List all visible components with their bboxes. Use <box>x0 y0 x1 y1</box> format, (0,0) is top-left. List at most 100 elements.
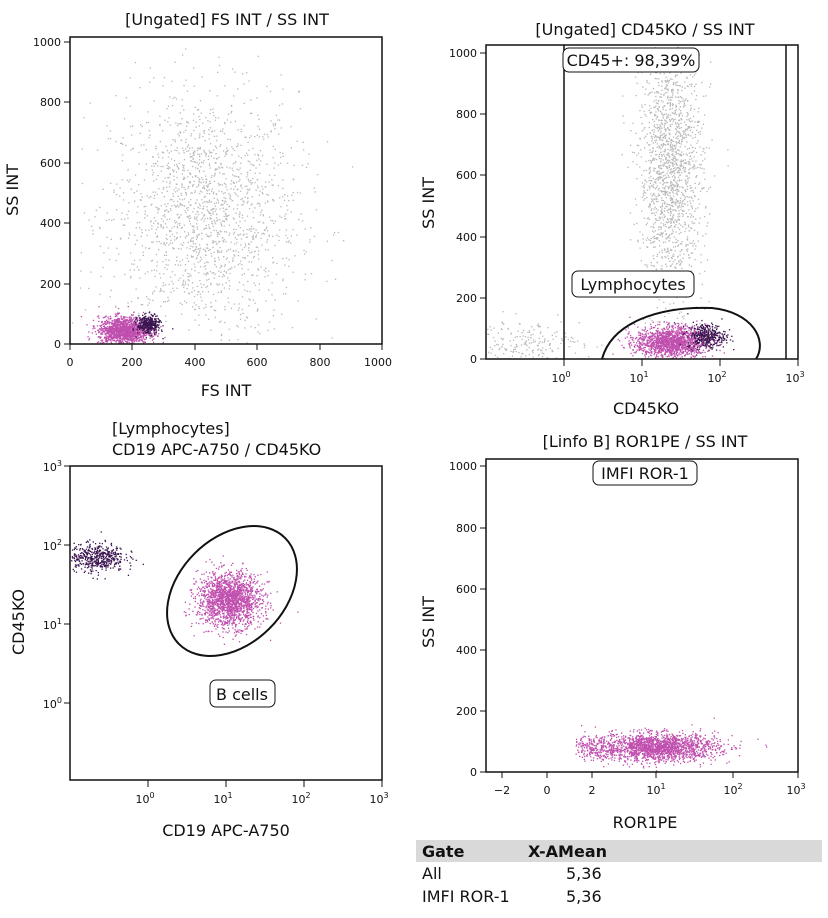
event-point <box>670 99 672 101</box>
event-point <box>268 174 271 176</box>
event-point <box>138 334 140 337</box>
event-point <box>224 122 226 125</box>
event-point <box>648 218 650 220</box>
event-point <box>160 305 162 307</box>
event-point <box>643 195 645 197</box>
event-point <box>229 272 231 275</box>
event-point <box>158 249 160 251</box>
event-point <box>246 72 248 74</box>
event-point <box>265 227 267 230</box>
event-point <box>656 143 659 145</box>
event-point <box>134 234 136 236</box>
event-point <box>150 323 152 326</box>
event-point <box>661 204 663 207</box>
event-point <box>136 321 138 323</box>
event-point <box>153 324 155 326</box>
event-point <box>163 186 165 189</box>
event-point <box>673 189 675 192</box>
event-point <box>656 307 658 309</box>
event-point <box>656 261 659 263</box>
event-point <box>256 310 258 312</box>
event-point <box>117 334 119 336</box>
event-point <box>662 241 664 244</box>
event-point <box>654 167 656 170</box>
event-point <box>131 332 133 334</box>
event-point <box>650 209 652 211</box>
event-point <box>680 154 682 156</box>
event-point <box>667 222 669 224</box>
event-point <box>334 278 337 280</box>
event-point <box>136 318 138 321</box>
event-point <box>652 223 655 225</box>
event-point <box>166 150 169 152</box>
event-point <box>185 148 187 150</box>
event-point <box>205 314 207 316</box>
event-point <box>134 320 137 322</box>
event-point <box>158 321 160 323</box>
event-point <box>668 252 670 254</box>
event-point <box>690 107 692 109</box>
event-point <box>127 210 130 212</box>
event-point <box>682 160 684 162</box>
event-point <box>203 188 206 190</box>
event-point <box>232 233 235 235</box>
event-point <box>663 248 666 250</box>
event-point <box>200 166 202 168</box>
event-point <box>213 251 215 253</box>
event-point <box>239 190 242 192</box>
event-point <box>650 264 653 266</box>
event-point <box>125 338 127 340</box>
event-point <box>183 176 185 179</box>
event-point <box>674 133 677 136</box>
event-point <box>115 332 117 334</box>
event-point <box>215 300 217 302</box>
event-point <box>666 116 668 118</box>
event-point <box>162 215 164 217</box>
event-point <box>664 194 666 196</box>
event-point <box>667 211 669 214</box>
event-point <box>643 187 645 189</box>
event-point <box>104 331 106 333</box>
event-point <box>151 293 154 295</box>
event-point <box>220 164 222 166</box>
event-point <box>643 217 645 219</box>
event-point <box>645 239 648 241</box>
event-point <box>176 237 178 239</box>
event-point <box>651 241 653 244</box>
event-point <box>154 321 156 323</box>
event-point <box>169 208 172 210</box>
event-point <box>129 336 131 338</box>
event-point <box>143 333 146 335</box>
event-point <box>277 185 279 187</box>
event-point <box>149 326 151 328</box>
event-point <box>243 83 245 85</box>
event-point <box>151 335 153 337</box>
event-point <box>662 175 665 177</box>
event-point <box>212 213 214 215</box>
event-point <box>659 164 661 167</box>
event-point <box>204 201 206 203</box>
event-point <box>191 291 193 293</box>
event-point <box>217 284 219 286</box>
event-point <box>224 306 226 308</box>
event-point <box>207 291 210 293</box>
event-point <box>239 227 241 229</box>
event-point <box>233 231 235 234</box>
event-point <box>210 234 212 236</box>
event-point <box>117 319 119 321</box>
event-point <box>652 200 654 203</box>
event-point <box>678 113 680 115</box>
event-point <box>183 131 185 133</box>
event-point <box>252 235 254 237</box>
event-point <box>666 237 668 239</box>
event-point <box>94 331 97 333</box>
event-point <box>653 246 655 248</box>
event-point <box>679 101 681 103</box>
event-point <box>142 336 144 338</box>
event-point <box>204 139 206 142</box>
event-point <box>681 138 683 140</box>
event-point <box>629 144 632 146</box>
event-point <box>284 215 286 217</box>
event-point <box>130 323 132 326</box>
event-point <box>654 77 656 80</box>
